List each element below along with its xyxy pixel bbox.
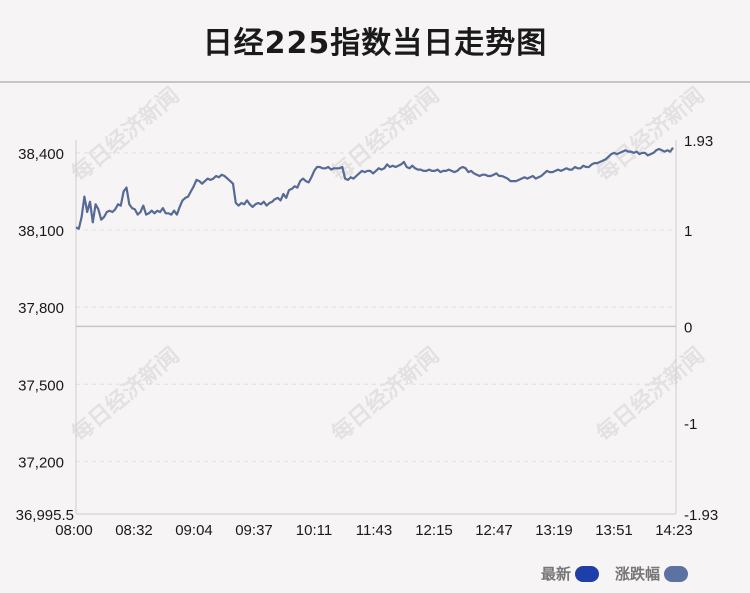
x-tick-label: 12:47	[475, 522, 513, 539]
series-line-latest	[75, 147, 674, 230]
watermark: 每日经济新闻	[67, 82, 185, 187]
x-tick-label: 09:04	[175, 522, 213, 539]
x-tick-label: 11:43	[356, 522, 392, 539]
y-tick-label-right: 0	[684, 319, 692, 336]
y-tick-label-left: 38,400	[18, 146, 64, 163]
x-tick-label: 13:51	[595, 522, 633, 539]
chart-title: 日经225指数当日走势图	[202, 26, 548, 61]
legend: 最新 涨跌幅	[531, 563, 688, 584]
x-tick-label: 13:19	[535, 522, 573, 539]
legend-item-latest[interactable]: 最新	[541, 563, 599, 584]
y-tick-label-left: 38,100	[18, 223, 64, 240]
y-tick-label-right: -1	[684, 416, 697, 433]
watermark: 每日经济新闻	[327, 342, 445, 447]
legend-swatch-change	[664, 565, 688, 582]
y-tick-label-left-min: 36,995.5	[16, 507, 74, 524]
x-tick-label: 09:37	[235, 522, 273, 539]
legend-label-latest: 最新	[540, 565, 571, 583]
title-divider	[0, 81, 750, 83]
y-tick-label-right: 1	[684, 223, 692, 240]
watermark: 每日经济新闻	[67, 342, 185, 447]
x-tick-label: 14:23	[655, 522, 693, 539]
y-tick-label-left: 37,800	[18, 300, 64, 317]
legend-label-change: 涨跌幅	[614, 565, 660, 583]
x-tick-label: 10:11	[296, 522, 332, 539]
y-tick-label-left: 37,500	[18, 377, 64, 394]
y-tick-label-right: 1.93	[684, 133, 713, 150]
x-tick-label: 08:00	[55, 522, 93, 539]
y-tick-label-right: -1.93	[684, 507, 718, 524]
legend-item-change[interactable]: 涨跌幅	[615, 563, 688, 584]
x-tick-label: 12:15	[415, 522, 453, 539]
x-tick-label: 08:32	[115, 522, 153, 539]
legend-swatch-latest	[574, 565, 599, 582]
y-tick-label-left: 37,200	[18, 454, 64, 471]
